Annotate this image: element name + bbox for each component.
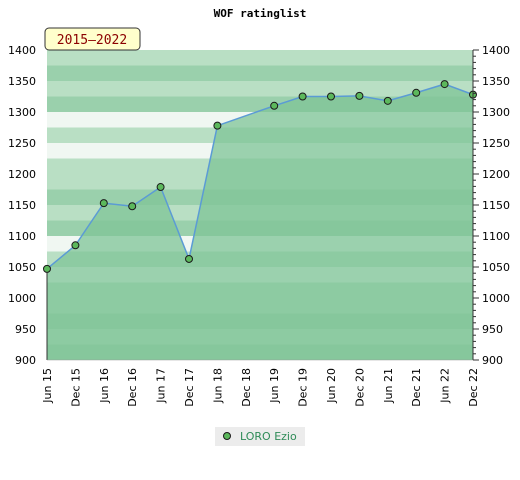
x-tick-label: Dec 18: [240, 368, 253, 407]
y-tick-label-left: 1200: [8, 168, 36, 181]
data-point: [270, 101, 279, 110]
x-tick-label: Dec 15: [69, 368, 82, 407]
x-tick-label: Dec 22: [467, 368, 480, 407]
data-point: [43, 264, 51, 273]
y-tick-label-right: 1050: [482, 261, 510, 274]
y-tick-label-right: 1300: [482, 106, 510, 119]
y-tick-label-right: 1250: [482, 137, 510, 150]
chart-title: WOF ratinglist: [214, 7, 307, 20]
y-tick-label-right: 1100: [482, 230, 510, 243]
y-tick-label-right: 950: [482, 323, 503, 336]
axes: [47, 49, 479, 361]
y-tick-label-right: 1350: [482, 75, 510, 88]
x-tick-label: Dec 19: [297, 368, 310, 407]
x-tick-label: Jun 21: [382, 368, 395, 404]
y-tick-label-right: 900: [482, 354, 503, 367]
area-layer: [47, 84, 473, 360]
background-band: [47, 81, 473, 97]
legend: LORO Ezio: [215, 427, 305, 446]
data-point: [156, 183, 165, 192]
x-tick-label: Jun 19: [268, 368, 281, 404]
data-point: [213, 121, 222, 130]
series-area: [47, 84, 473, 360]
y-tick-label-right: 1400: [482, 44, 510, 57]
y-tick-label-left: 1250: [8, 137, 36, 150]
x-tick-label: Dec 16: [126, 368, 139, 407]
data-point: [412, 88, 421, 97]
x-tick-label: Jun 16: [98, 368, 111, 404]
x-tick-label: Jun 18: [211, 368, 224, 404]
y-tick-label-left: 1400: [8, 44, 36, 57]
data-point: [185, 254, 193, 263]
x-tick-label: Jun 20: [325, 368, 338, 404]
y-tick-label-left: 1100: [8, 230, 36, 243]
data-point: [383, 96, 392, 105]
x-tick-label: Jun 22: [439, 368, 452, 404]
y-tick-label-left: 1000: [8, 292, 36, 305]
y-axis-left-ticks: 900 950 1000 1050 1100 1150 1200 1250 1300 1350 14…: [8, 44, 36, 367]
legend-label: LORO Ezio: [240, 430, 297, 443]
background-band: [47, 50, 473, 66]
period-badge: 2015–2022: [44, 27, 141, 51]
legend-box: [215, 427, 305, 446]
x-axis-ticks: Jun 15 Dec 15 Jun 16 Dec 16 Jun 17 Dec 17 Jun …: [41, 368, 480, 407]
y-tick-label-left: 1300: [8, 106, 36, 119]
x-tick-label: Jun 15: [41, 368, 54, 404]
y-tick-label-left: 1150: [8, 199, 36, 212]
y-tick-label-left: 1350: [8, 75, 36, 88]
marker-layer: [43, 80, 477, 273]
data-point: [355, 91, 364, 100]
y-tick-label-left: 900: [15, 354, 36, 367]
x-tick-label: Dec 20: [353, 368, 366, 407]
y-tick-label-left: 950: [15, 323, 36, 336]
x-tick-label: Dec 17: [183, 368, 196, 407]
data-point: [71, 241, 80, 250]
data-point: [298, 92, 307, 101]
x-tick-label: Dec 21: [410, 368, 423, 407]
data-point: [99, 199, 108, 208]
period-badge-box: [44, 27, 141, 51]
period-badge-label: 2015–2022: [57, 33, 127, 48]
data-point: [327, 92, 335, 101]
y-tick-label-right: 1150: [482, 199, 510, 212]
data-point: [440, 80, 449, 89]
background-band: [47, 65, 473, 81]
y-tick-label-right: 1000: [482, 292, 510, 305]
y-tick-label-right: 1200: [482, 168, 510, 181]
x-tick-label: Jun 17: [155, 368, 168, 404]
data-point: [128, 202, 137, 211]
y-axis-right-ticks: 900 950 1000 1050 1100 1150 1200 1250 1300 1350 14…: [482, 44, 510, 367]
y-tick-label-left: 1050: [8, 261, 36, 274]
legend-marker: [223, 432, 231, 440]
